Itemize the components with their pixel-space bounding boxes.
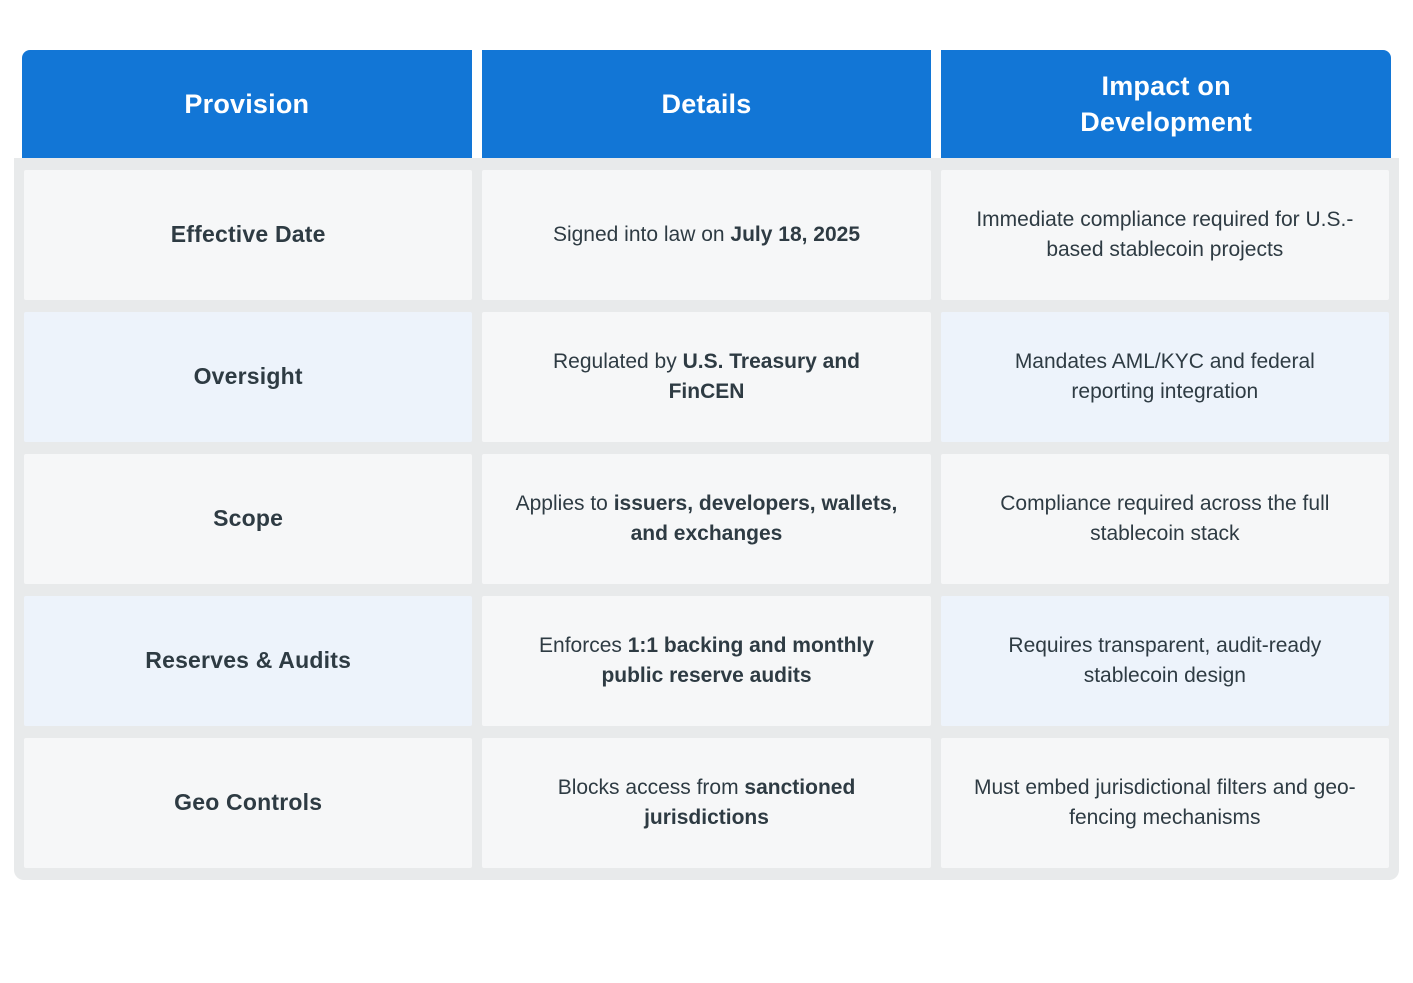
- table-row: Oversight Regulated by U.S. Treasury and…: [24, 312, 1389, 442]
- details-text: Blocks access from sanctioned jurisdicti…: [512, 773, 900, 834]
- details-text: Enforces 1:1 backing and monthly public …: [512, 631, 900, 692]
- impact-text: Compliance required across the full stab…: [1000, 491, 1330, 545]
- details-bold: 1:1 backing and monthly public reserve a…: [601, 633, 874, 687]
- impact-text: Must embed jurisdictional filters and ge…: [973, 775, 1356, 829]
- details-bold: July 18, 2025: [730, 222, 861, 246]
- impact-cell: Mandates AML/KYC and federal reporting i…: [940, 312, 1389, 442]
- table-row: Scope Applies to issuers, developers, wa…: [24, 454, 1389, 584]
- details-cell: Signed into law on July 18, 2025: [482, 170, 931, 300]
- table-row: Geo Controls Blocks access from sanction…: [24, 738, 1389, 868]
- details-text: Applies to issuers, developers, wallets,…: [512, 489, 900, 550]
- provision-label: Oversight: [193, 363, 303, 390]
- details-pre: Regulated by: [552, 349, 683, 373]
- impact-text: Immediate compliance required for U.S.-b…: [976, 207, 1354, 261]
- provision-cell: Scope: [24, 454, 473, 584]
- details-bold: issuers, developers, wallets, and exchan…: [613, 491, 898, 545]
- table-row: Effective Date Signed into law on July 1…: [24, 170, 1389, 300]
- provision-label: Scope: [213, 505, 284, 532]
- details-pre: Enforces: [539, 633, 628, 657]
- provisions-table: Provision Details Impact on Development …: [0, 50, 1413, 880]
- details-cell: Applies to issuers, developers, wallets,…: [482, 454, 931, 584]
- column-header-impact: Impact on Development: [941, 50, 1391, 158]
- table-row: Reserves & Audits Enforces 1:1 backing a…: [24, 596, 1389, 726]
- impact-cell: Compliance required across the full stab…: [940, 454, 1389, 584]
- details-bold: sanctioned jurisdictions: [644, 775, 856, 829]
- provision-cell: Reserves & Audits: [24, 596, 473, 726]
- provision-label: Geo Controls: [174, 789, 323, 816]
- details-pre: Signed into law on: [552, 222, 731, 246]
- impact-text: Requires transparent, audit-ready stable…: [1008, 633, 1322, 687]
- details-cell: Enforces 1:1 backing and monthly public …: [482, 596, 931, 726]
- details-pre: Blocks access from: [557, 775, 745, 799]
- details-text: Signed into law on July 18, 2025: [553, 220, 860, 250]
- column-header-details: Details: [481, 50, 932, 158]
- table-header-row: Provision Details Impact on Development: [22, 50, 1391, 158]
- provision-cell: Oversight: [24, 312, 473, 442]
- details-text: Regulated by U.S. Treasury and FinCEN: [512, 347, 900, 408]
- provision-label: Reserves & Audits: [145, 647, 352, 674]
- table-body: Effective Date Signed into law on July 1…: [14, 158, 1399, 880]
- provision-cell: Effective Date: [24, 170, 473, 300]
- impact-text: Mandates AML/KYC and federal reporting i…: [1014, 349, 1315, 403]
- details-cell: Regulated by U.S. Treasury and FinCEN: [482, 312, 931, 442]
- impact-cell: Immediate compliance required for U.S.-b…: [940, 170, 1389, 300]
- details-bold: U.S. Treasury and FinCEN: [668, 349, 860, 403]
- provision-cell: Geo Controls: [24, 738, 473, 868]
- impact-cell: Must embed jurisdictional filters and ge…: [940, 738, 1389, 868]
- provision-label: Effective Date: [170, 221, 326, 248]
- column-header-provision: Provision: [22, 50, 472, 158]
- details-pre: Applies to: [515, 491, 614, 515]
- impact-cell: Requires transparent, audit-ready stable…: [940, 596, 1389, 726]
- details-cell: Blocks access from sanctioned jurisdicti…: [482, 738, 931, 868]
